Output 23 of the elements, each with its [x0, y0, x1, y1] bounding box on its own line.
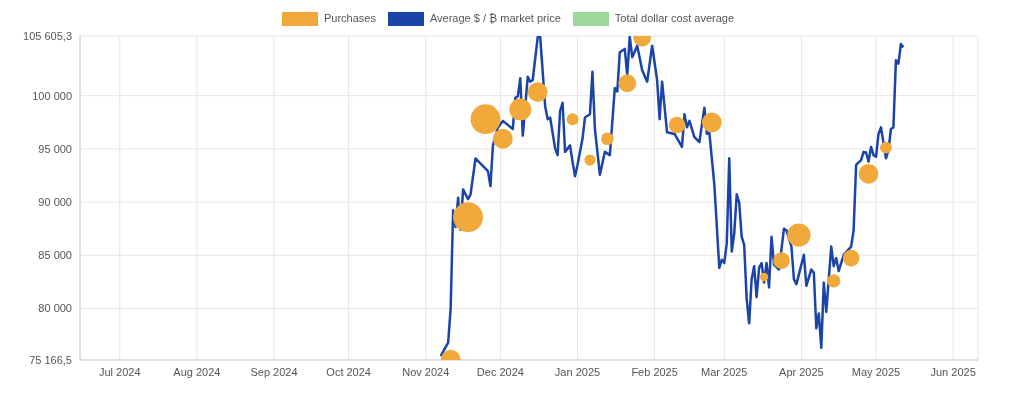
y-tick-label: 85 000 [38, 249, 72, 262]
x-tick-label: Dec 2024 [476, 365, 524, 378]
x-tick-label: Jun 2025 [930, 365, 976, 378]
y-tick-label: 95 000 [38, 142, 72, 155]
y-tick-label: 100 000 [32, 89, 72, 102]
x-tick-label: Aug 2024 [173, 365, 221, 378]
x-tick-label: Oct 2024 [326, 365, 371, 378]
x-tick-label: Jan 2025 [554, 365, 601, 378]
x-tick-label: Sep 2024 [250, 365, 298, 378]
legend-label: Average $ / ₿ market price [428, 11, 561, 26]
x-tick-label: Mar 2025 [701, 365, 748, 378]
y-tick-label: 105 605,3 [23, 29, 72, 42]
legend-label: Purchases [322, 11, 376, 26]
x-tick-label: Nov 2024 [402, 365, 450, 378]
y-tick-label: 75 166,5 [29, 353, 72, 366]
y-tick-label: 80 000 [38, 302, 72, 315]
x-tick-label: Jul 2024 [99, 365, 141, 378]
x-tick-label: May 2025 [851, 365, 901, 378]
x-tick-label: Feb 2025 [631, 365, 678, 378]
legend-label: Total dollar cost average [613, 11, 735, 26]
x-tick-label: Apr 2025 [779, 365, 824, 378]
y-tick-label: 90 000 [38, 196, 72, 209]
line-series [439, 36, 905, 358]
